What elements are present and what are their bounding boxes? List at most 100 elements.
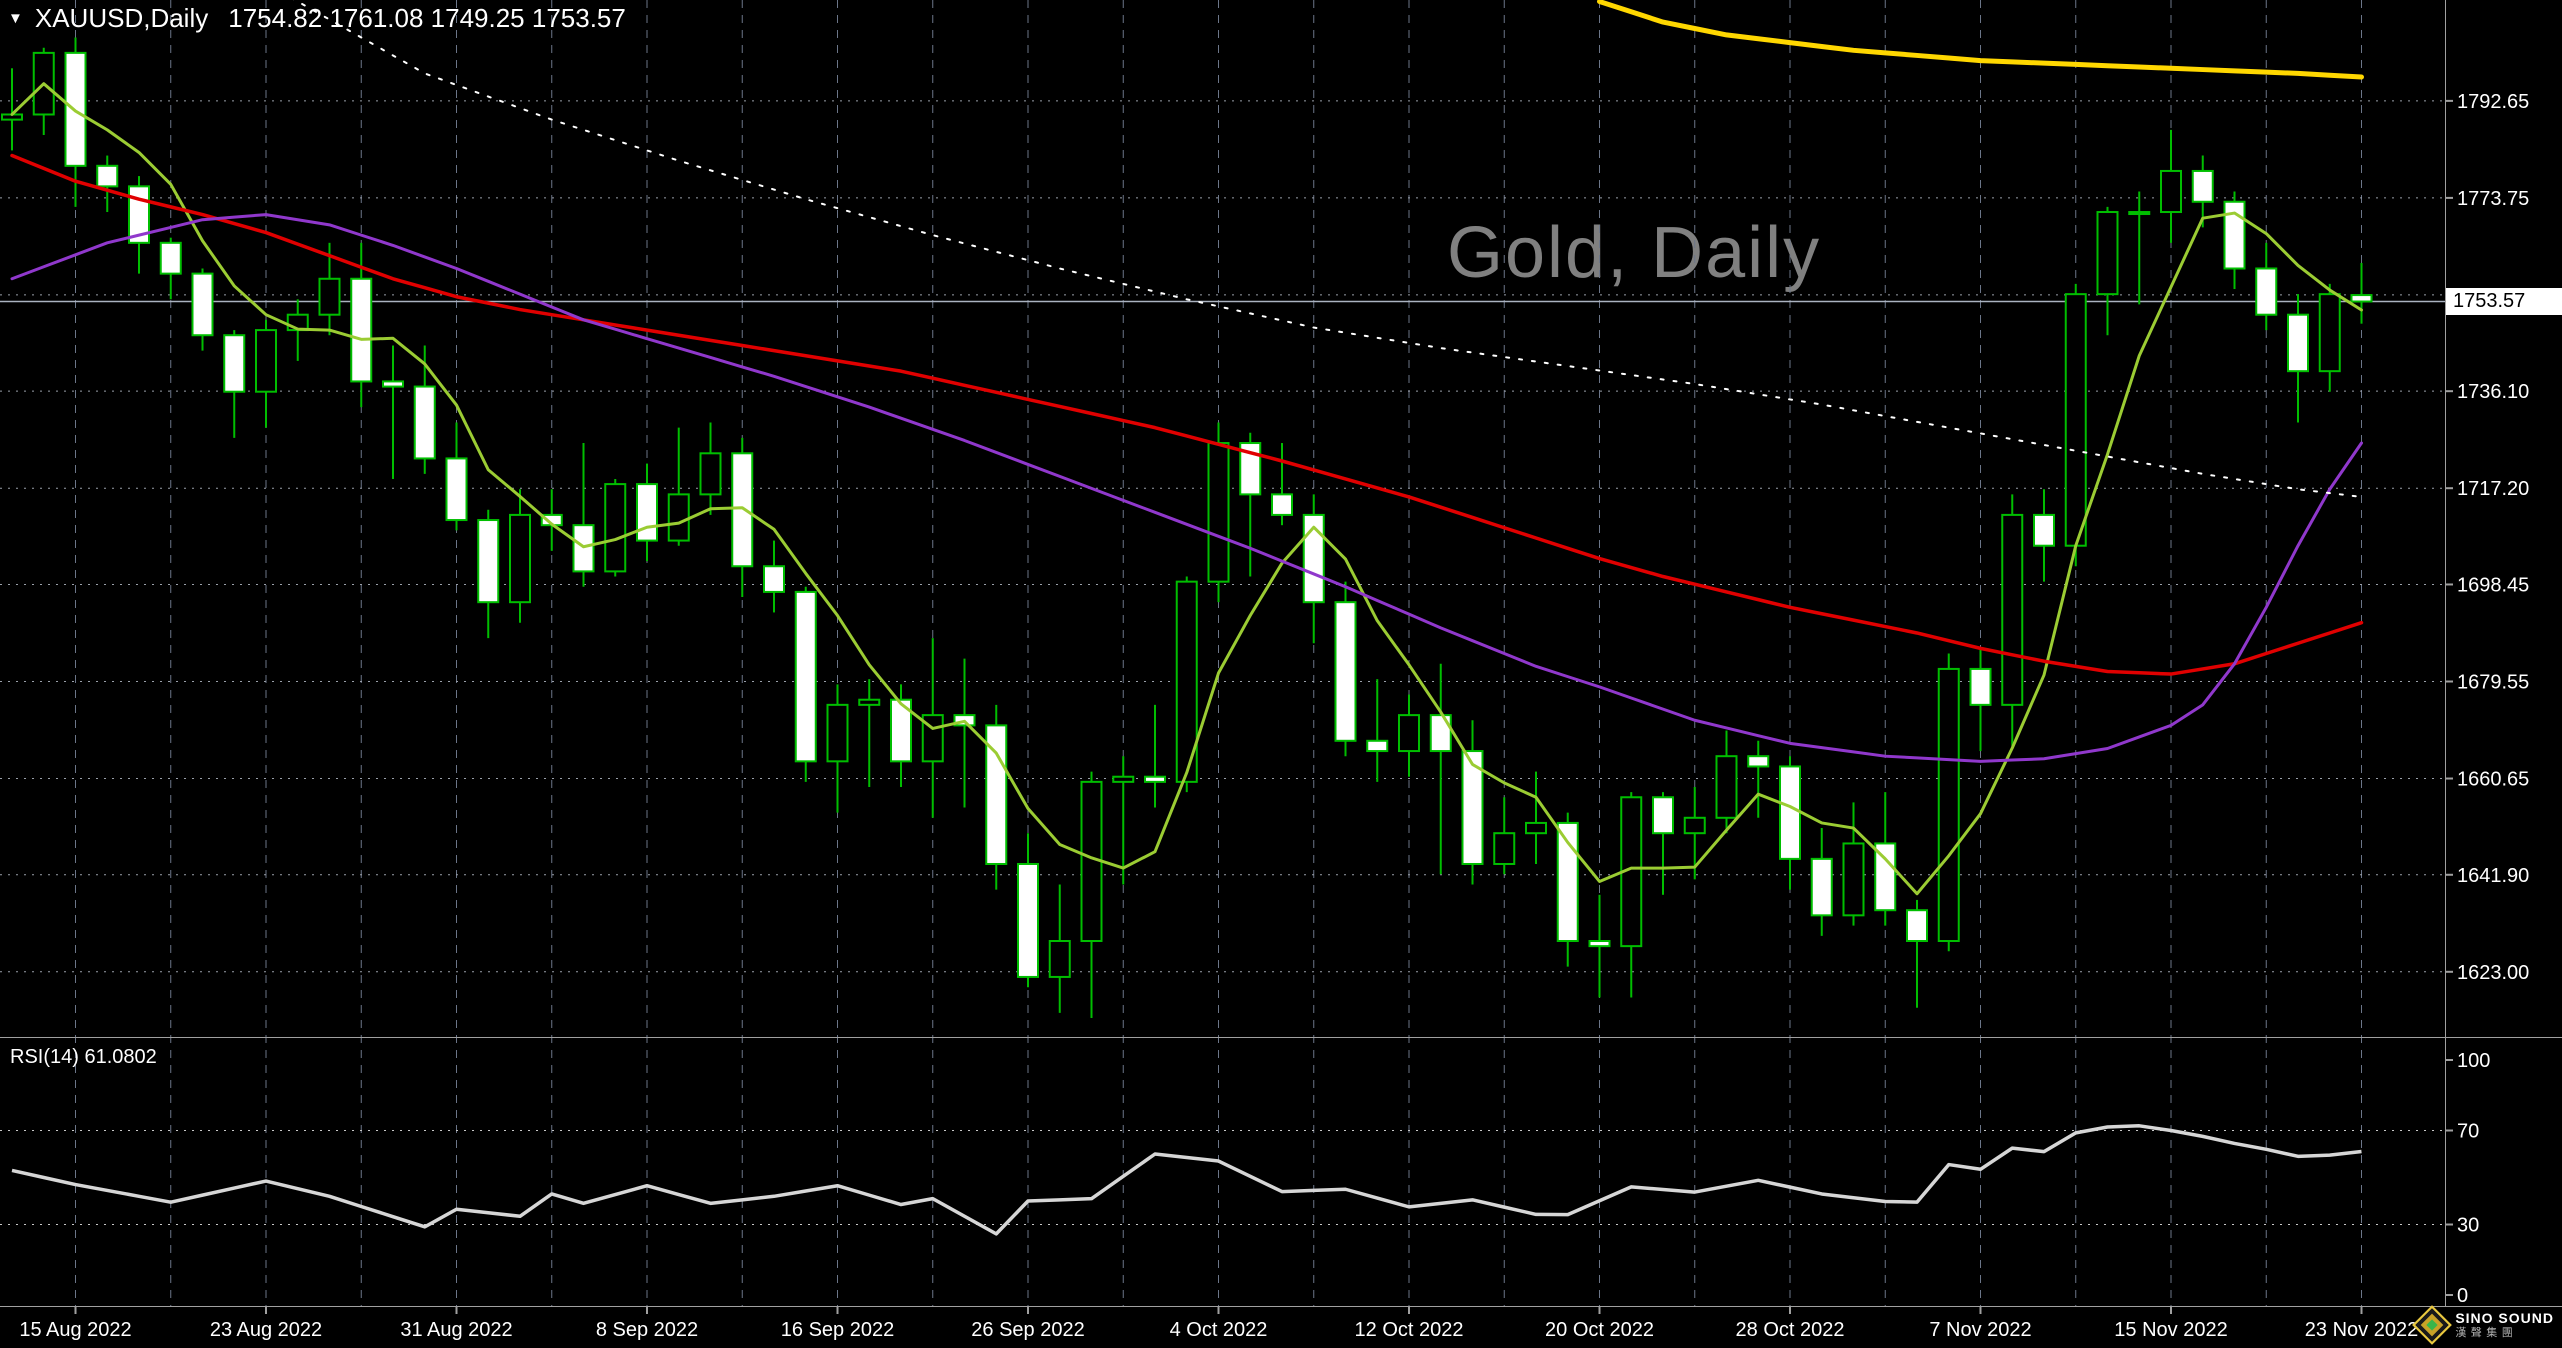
candle-body-bull	[2064, 293, 2087, 547]
candle-body-bear	[350, 277, 373, 383]
candle-body-bull	[1175, 580, 1198, 783]
logo-name: SINO SOUND	[2455, 1310, 2554, 1326]
date-label: 26 Sep 2022	[971, 1319, 1084, 1341]
candle-body-bull	[858, 698, 881, 706]
price-axis-label: 1623.00	[2457, 962, 2529, 984]
rsi-axis-label: 0	[2457, 1285, 2468, 1307]
chart-title-bar: ▼ XAUUSD,Daily 1754.82 1761.08 1749.25 1…	[8, 3, 626, 34]
date-label: 16 Sep 2022	[781, 1319, 894, 1341]
date-label: 12 Oct 2022	[1355, 1319, 1464, 1341]
price-axis-label: 1736.10	[2457, 381, 2529, 403]
ma-fast-yellowgreen-line	[10, 82, 2363, 896]
candle-body-bull	[1937, 667, 1960, 943]
symbol-dropdown-icon[interactable]: ▼	[8, 10, 23, 27]
rsi-panel: 100 70 30 0	[0, 1050, 2490, 1307]
price-axis-label: 1679.55	[2457, 671, 2529, 693]
candle-body-bear	[2350, 294, 2373, 303]
candle-body-bull	[2160, 169, 2182, 214]
candle-body-bear	[1874, 842, 1897, 912]
date-label: 28 Oct 2022	[1736, 1319, 1845, 1341]
ohlc-values: 1754.82 1761.08 1749.25 1753.57	[228, 3, 626, 33]
candle-body-bear	[1556, 821, 1579, 943]
date-label: 8 Sep 2022	[596, 1319, 698, 1341]
ma-overlays	[10, 0, 2364, 896]
ma-purple-line	[10, 213, 2363, 763]
date-label: 20 Oct 2022	[1545, 1319, 1654, 1341]
date-label: 7 Nov 2022	[1929, 1319, 2031, 1341]
candle-body-bear	[1588, 940, 1611, 948]
candle-body-bear	[1747, 755, 1770, 768]
candle-body-bear	[1810, 857, 1833, 917]
candle-body-bear	[477, 519, 500, 604]
candle-body-bear	[1652, 796, 1674, 835]
broker-logo: SINO SOUND 漢聲集團	[2412, 1305, 2554, 1345]
date-label: 15 Aug 2022	[19, 1319, 131, 1341]
candle-body-bear	[2287, 313, 2309, 373]
candle-body-bear	[2223, 200, 2246, 270]
candle-body-bull	[318, 277, 341, 316]
candle-body-bull	[509, 513, 531, 604]
candle-body-bear	[572, 524, 595, 573]
diamond-logo-icon	[2412, 1305, 2453, 1345]
price-axis-label: 1792.65	[2457, 91, 2529, 113]
candle-body-bear	[1906, 909, 1928, 943]
candle-body-bull	[2128, 211, 2151, 216]
rsi-indicator-label: RSI(14) 61.0802	[10, 1046, 157, 1068]
candles-series	[1, 37, 2373, 1019]
candle-body-bear	[413, 385, 436, 460]
ma-dotted-white-line	[292, 0, 2363, 498]
ma-red-line	[10, 153, 2364, 676]
current-price-tag: 1753.57	[2446, 288, 2562, 315]
candle-body-bear	[731, 452, 754, 568]
candle-body-bear	[1017, 862, 1039, 978]
price-axis-label: 1698.45	[2457, 574, 2529, 596]
rsi-line	[11, 1124, 2362, 1236]
candle-body-bull	[1493, 832, 1516, 865]
ma-gold-line	[1597, 0, 2364, 80]
rsi-axis-label: 30	[2457, 1215, 2479, 1237]
candle-body-bear	[445, 457, 468, 522]
candle-body-bear	[1969, 667, 1992, 706]
candle-body-bear	[1302, 513, 1325, 604]
candle-body-bull	[1112, 775, 1135, 783]
candle-body-bear	[1779, 765, 1801, 860]
candle-body-bear	[1334, 601, 1357, 742]
candle-body-bear	[382, 380, 404, 388]
candle-body-bull	[1525, 821, 1547, 835]
candle-body-bull	[1048, 940, 1071, 978]
candle-body-bear	[890, 698, 912, 763]
price-axis-label: 1773.75	[2457, 188, 2529, 210]
candle-body-bull	[2318, 293, 2341, 373]
candle-body-bull	[667, 493, 690, 542]
date-label: 23 Aug 2022	[210, 1319, 322, 1341]
candle-body-bull	[1683, 816, 1706, 835]
candle-body-bear	[1144, 775, 1166, 783]
candle-body-bear	[159, 241, 182, 275]
date-label: 31 Aug 2022	[400, 1319, 512, 1341]
candle-body-bear	[1461, 750, 1484, 865]
candle-body-bull	[255, 329, 277, 393]
logo-subtitle: 漢聲集團	[2455, 1326, 2518, 1339]
watermark: Gold, Daily	[1447, 213, 1822, 293]
candle-body-bear	[2255, 267, 2278, 316]
candle-body-bear	[636, 483, 658, 542]
candle-body-bear	[2033, 513, 2055, 547]
grid-horizontal: 1792.65 1773.75 1736.10 1717.20 1698.45 1679.…	[0, 91, 2529, 984]
candle-body-bull	[1842, 842, 1865, 917]
date-label: 15 Nov 2022	[2114, 1319, 2227, 1341]
candle-body-bear	[794, 590, 817, 763]
candle-body-bear	[1239, 442, 1262, 496]
candle-body-bull	[2001, 513, 2024, 706]
candle-body-bear	[96, 164, 119, 188]
candle-body-bear	[223, 334, 246, 393]
candle-body-bull	[1207, 442, 1230, 583]
candle-body-bear	[1271, 493, 1293, 516]
symbol-timeframe-label: XAUUSD,Daily	[34, 3, 209, 33]
candle-body-bear	[1366, 739, 1389, 753]
time-axis: 15 Aug 2022 23 Aug 2022 31 Aug 2022 8 Sep 2…	[19, 1306, 2418, 1341]
rsi-axis-label: 100	[2457, 1050, 2490, 1072]
price-axis-label: 1641.90	[2457, 865, 2529, 887]
candle-body-bull	[826, 703, 849, 763]
